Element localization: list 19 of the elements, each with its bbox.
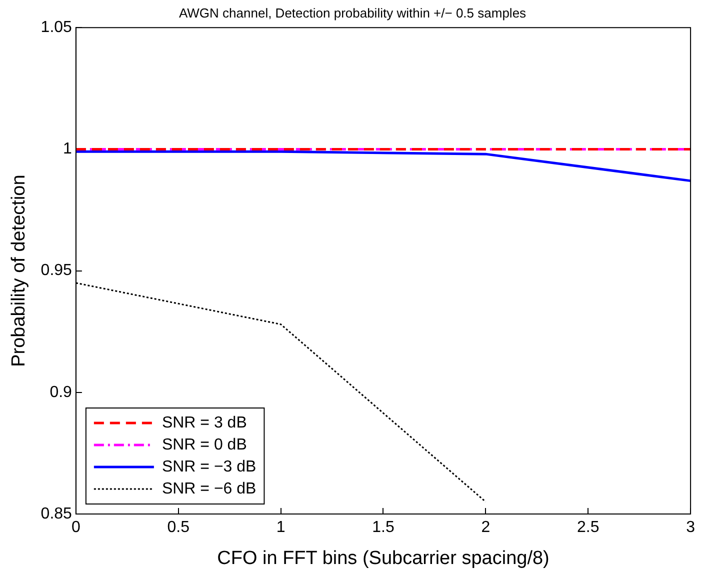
x-tick-label: 2: [481, 519, 490, 536]
x-tick-label: 1.5: [372, 519, 394, 536]
y-tick-label: 0.95: [40, 262, 72, 280]
x-tick-label: 2.5: [576, 519, 600, 536]
y-tick-label: 1.05: [40, 19, 72, 36]
legend-label: SNR = −6 dB: [162, 480, 256, 498]
x-tick-label: 1: [276, 519, 286, 536]
legend-label: SNR = 0 dB: [162, 436, 247, 454]
legend-label: SNR = −3 dB: [162, 458, 256, 476]
legend-label: SNR = 3 dB: [162, 414, 247, 432]
y-tick-label: 0.85: [40, 505, 72, 522]
chart-title: AWGN channel, Detection probability within +/− 0.5 samples: [178, 5, 527, 20]
x-tick-label: 0.5: [167, 519, 190, 536]
x-tick-label: 3: [686, 519, 696, 536]
y-axis-title: Probability of detection: [8, 174, 30, 367]
y-tick-label: 1: [63, 140, 72, 158]
x-tick-label: 0: [71, 519, 80, 536]
y-tick-label: 0.9: [50, 384, 72, 401]
x-axis-title: CFO in FFT bins (Subcarrier spacing/8): [217, 548, 550, 569]
